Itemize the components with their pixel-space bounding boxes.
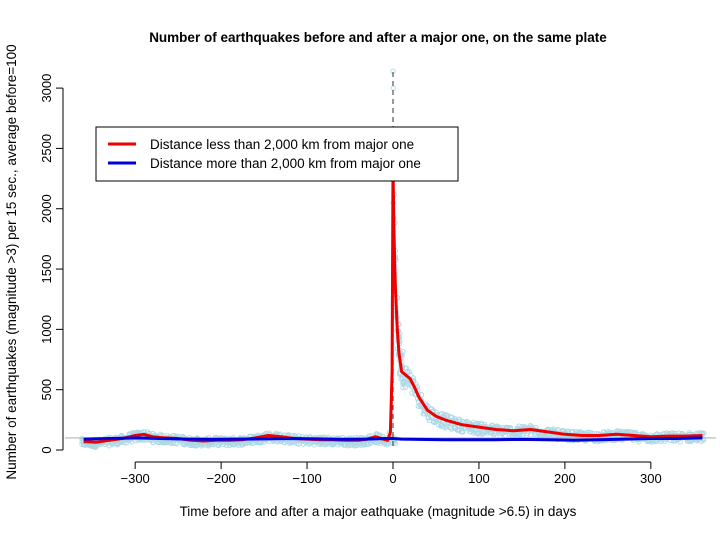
y-tick-label: 2000 [39, 194, 54, 223]
observation-point [400, 384, 406, 391]
x-axis-label: Time before and after a major eathquake … [180, 504, 577, 519]
legend: Distance less than 2,000 km from major o… [95, 126, 459, 182]
x-tick-label: 0 [389, 471, 396, 486]
observation-point [400, 349, 406, 355]
y-tick-label: 2500 [39, 134, 54, 163]
observation-point [701, 430, 707, 436]
y-tick-label: 3000 [39, 74, 54, 103]
series-lines [83, 165, 703, 444]
chart-title: Number of earthquakes before and after a… [149, 30, 607, 45]
observation-point [150, 439, 156, 446]
y-tick-label: 1500 [39, 255, 54, 284]
observation-point [398, 376, 404, 382]
observation-point [402, 384, 408, 391]
observation-point [516, 432, 522, 438]
y-tick-label: 500 [39, 379, 54, 401]
axes: −300 −200 −100 0 100 200 300050010001500200025… [39, 74, 662, 486]
observation-point [159, 439, 166, 446]
legend-box [95, 126, 459, 182]
series-line-far [83, 436, 703, 442]
y-axis-label: Number of earthquakes (magnitude >3) per… [4, 44, 19, 479]
y-tick-label: 1000 [39, 315, 54, 344]
x-tick-label: −300 [121, 471, 150, 486]
x-tick-label: 100 [468, 471, 490, 486]
observation-point [388, 440, 395, 446]
y-tick-label: 0 [39, 446, 54, 453]
x-tick-label: −100 [292, 471, 321, 486]
x-tick-label: 300 [640, 471, 662, 486]
observation-point [442, 412, 448, 418]
observation-point [442, 425, 448, 431]
observation-point [400, 380, 406, 386]
observation-point [408, 372, 414, 378]
legend-label-far: Distance more than 2,000 km from major o… [150, 156, 421, 171]
observation-point [390, 85, 396, 91]
x-tick-label: −200 [206, 471, 235, 486]
legend-label-near: Distance less than 2,000 km from major o… [150, 137, 414, 152]
observation-point [406, 369, 413, 375]
x-tick-label: 200 [554, 471, 576, 486]
observation-point [396, 371, 403, 377]
